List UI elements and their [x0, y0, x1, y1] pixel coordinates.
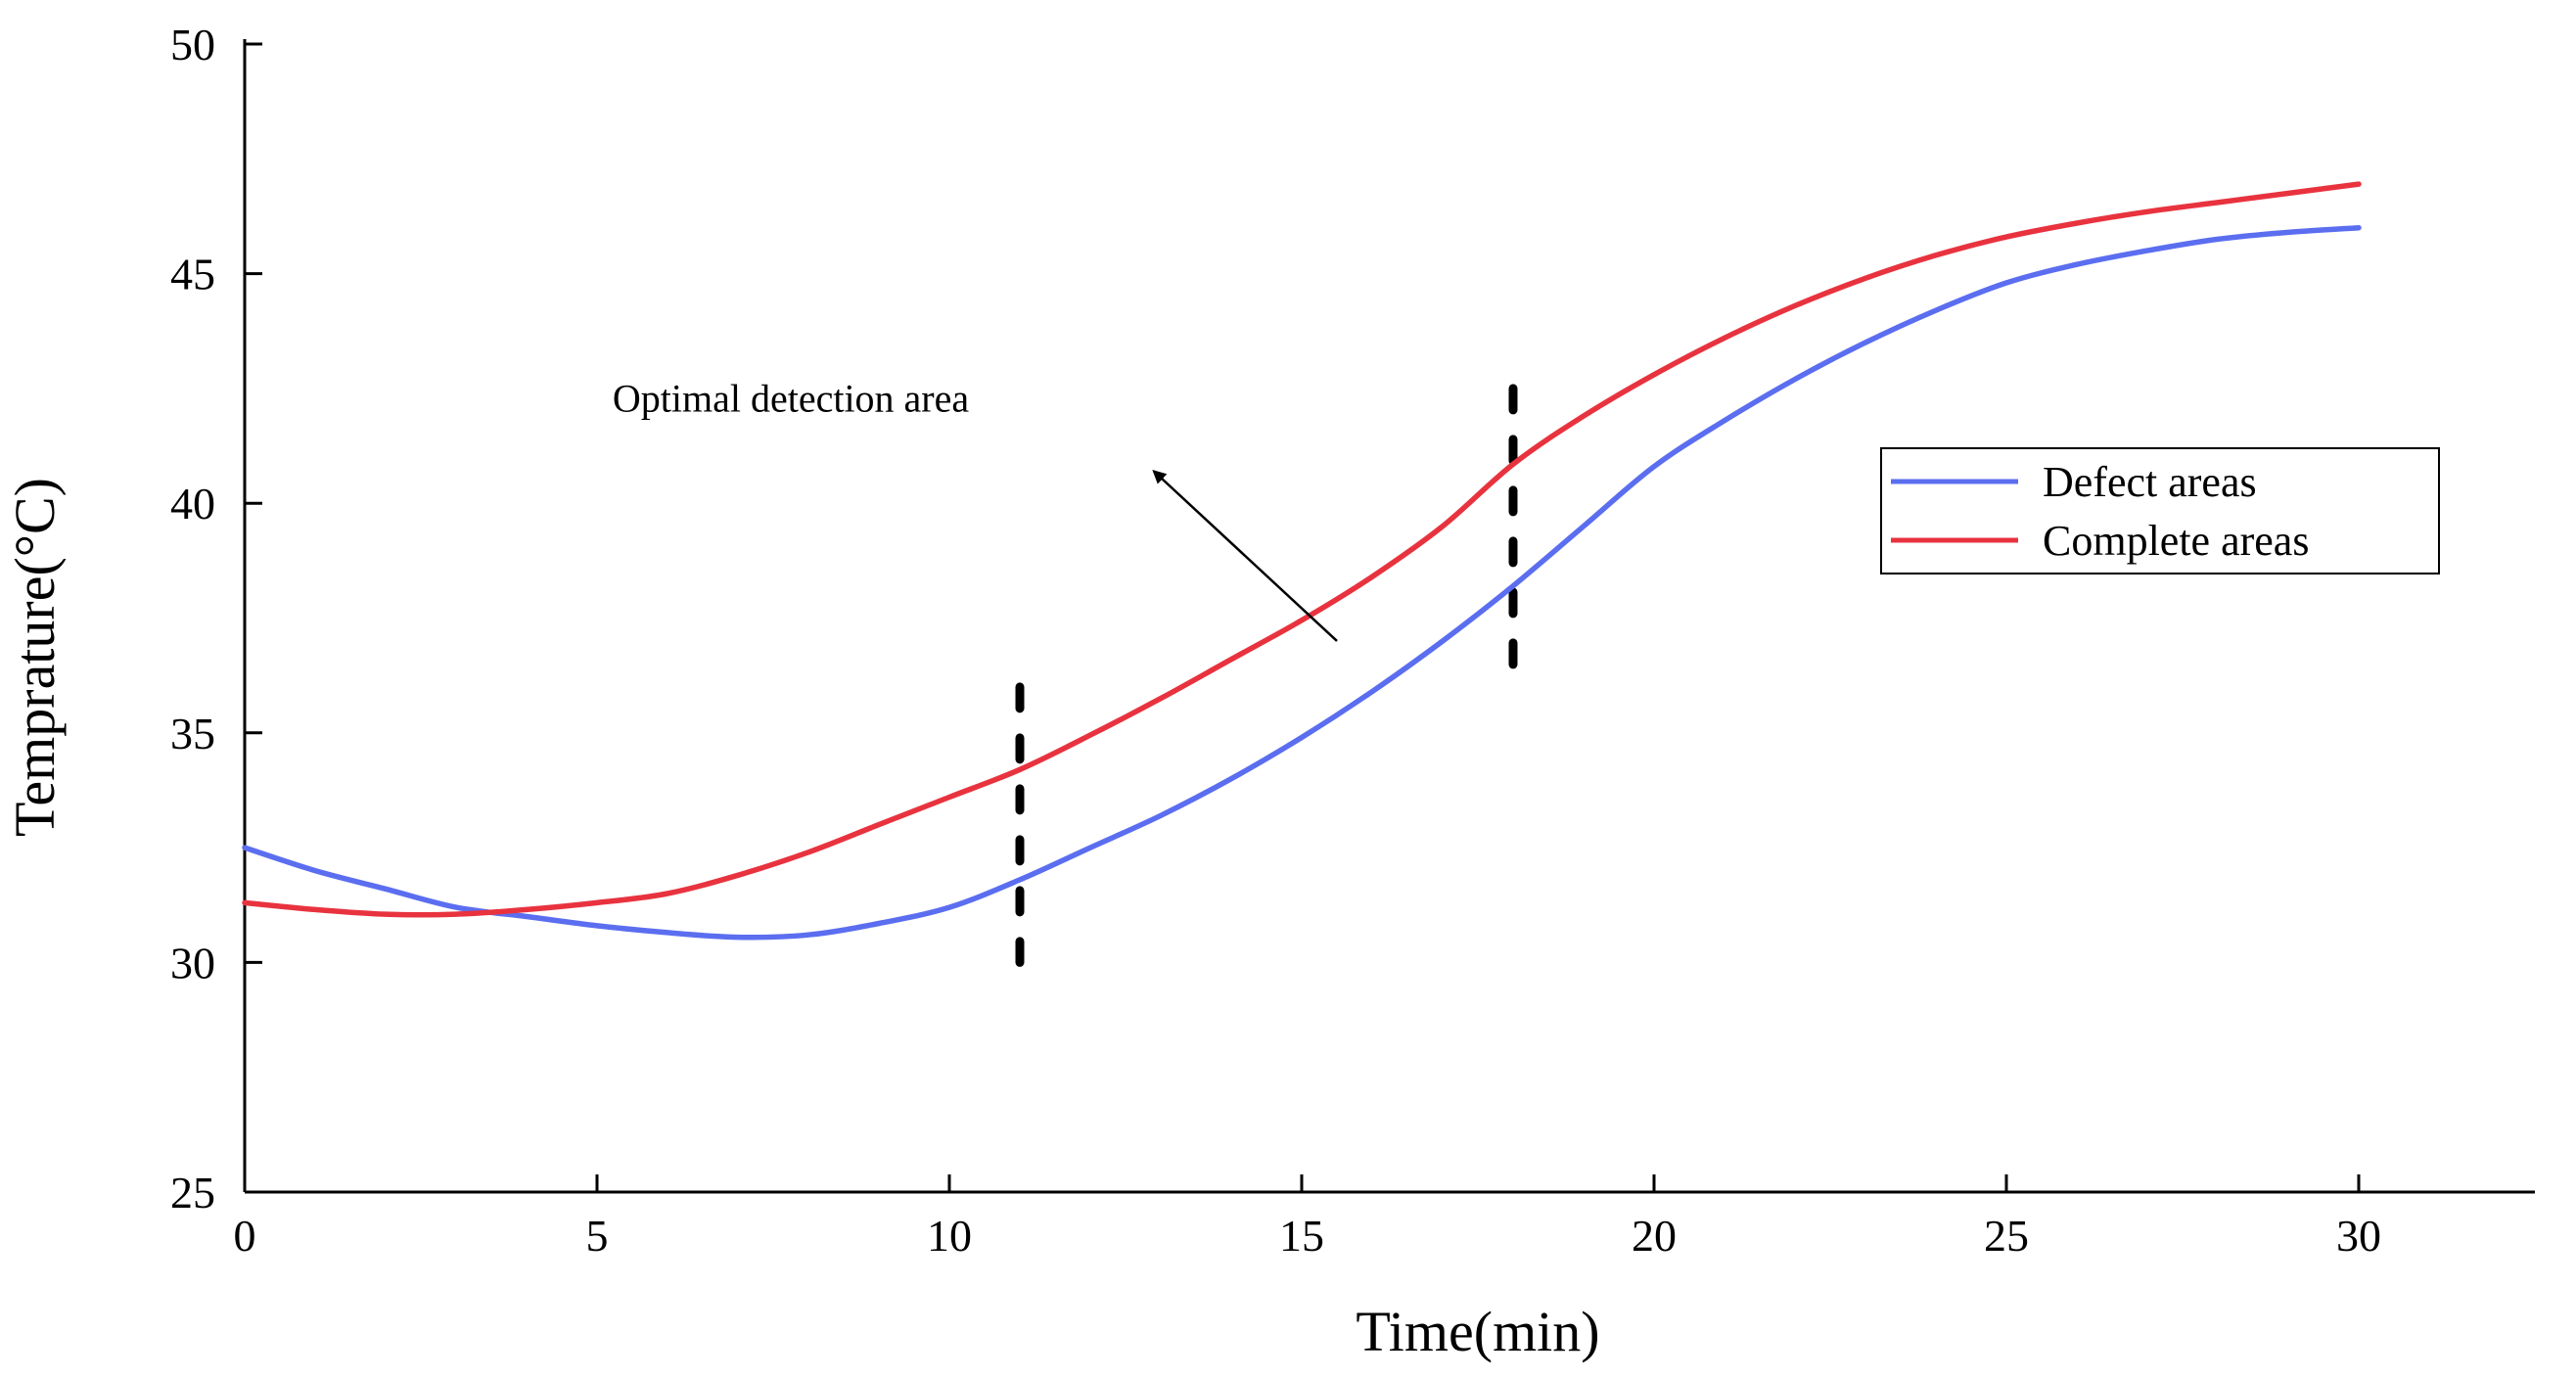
y-tick-label: 40	[170, 479, 215, 528]
y-axis-title: Temprature(°C)	[3, 478, 67, 837]
series-lines	[242, 181, 2362, 941]
legend: Defect areas Complete areas	[1880, 447, 2440, 574]
annotation: Optimal detection area	[613, 376, 1338, 642]
y-tick-label: 45	[170, 250, 215, 299]
y-tick-label: 50	[170, 20, 215, 69]
annotation-arrow	[1152, 469, 1338, 642]
x-tick-label: 10	[927, 1211, 972, 1261]
series-line-defect-areas	[242, 224, 2362, 941]
y-tick-label: 35	[170, 709, 215, 758]
y-tick-label: 30	[170, 938, 215, 988]
x-tick-label: 30	[2336, 1211, 2381, 1261]
marker-lines	[1015, 384, 1518, 967]
series-line-complete-areas	[242, 181, 2362, 918]
x-tick-label: 0	[234, 1211, 256, 1261]
axes: 0 5 10 15 20 25 30 25 30 35 40 45 50	[170, 20, 2535, 1261]
y-tick-label: 25	[170, 1168, 215, 1217]
x-tick-label: 20	[1632, 1211, 1677, 1261]
x-tick-label: 25	[1984, 1211, 2029, 1261]
legend-label-defect-areas: Defect areas	[2043, 458, 2257, 506]
legend-box	[1880, 447, 2440, 574]
annotation-label: Optimal detection area	[613, 376, 970, 420]
x-axis-title: Time(min)	[1356, 1300, 1599, 1363]
x-tick-label: 15	[1279, 1211, 1324, 1261]
x-tick-label: 5	[586, 1211, 609, 1261]
legend-label-complete-areas: Complete areas	[2043, 517, 2309, 565]
